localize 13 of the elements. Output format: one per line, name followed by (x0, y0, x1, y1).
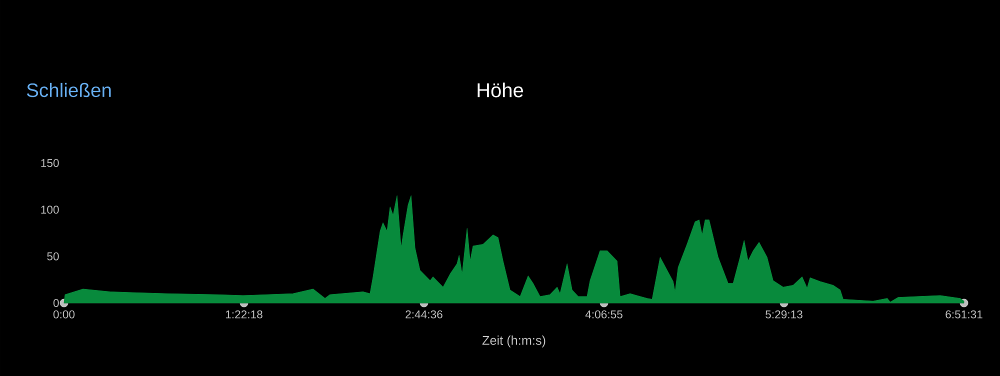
y-tick-label: 150 (41, 159, 59, 168)
x-axis-title: Zeit (h:m:s) (482, 336, 546, 348)
x-tick-label: 5:29:13 (766, 310, 802, 318)
x-tick-label: 1:22:18 (226, 310, 262, 318)
y-tick-label: 0 (53, 299, 59, 308)
x-tick-label: 0:00 (53, 310, 75, 318)
y-tick-label: 50 (47, 252, 59, 260)
text: Schließen (26, 82, 111, 98)
x-tick-label: 6:51:31 (946, 310, 982, 318)
x-tick-label: 2:44:36 (406, 310, 442, 318)
chart-title: Höhe (478, 82, 524, 98)
y-tick-label: 100 (41, 206, 59, 214)
x-tick-label: 4:06:55 (585, 310, 622, 318)
